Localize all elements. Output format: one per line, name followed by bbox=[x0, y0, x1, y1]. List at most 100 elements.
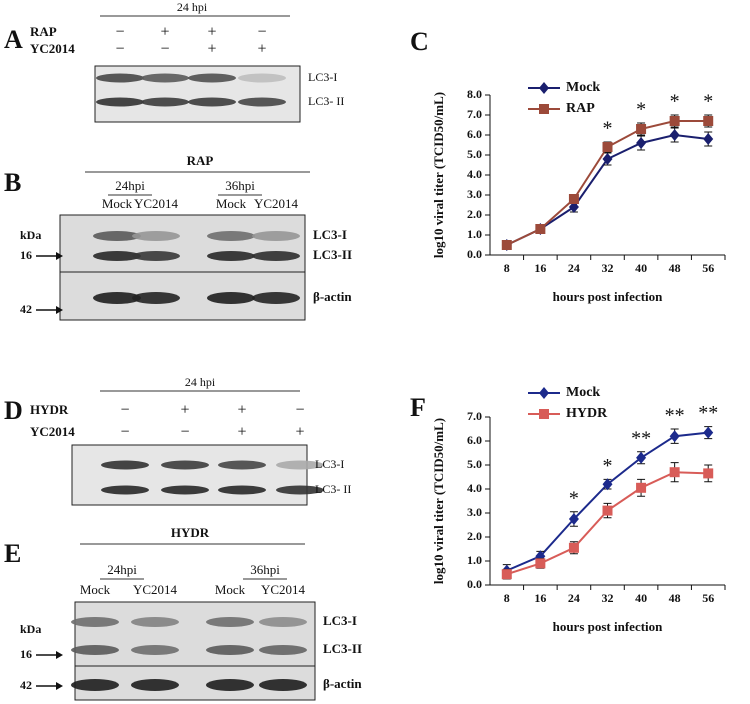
lane-label: Mock bbox=[80, 582, 111, 597]
blot-band bbox=[141, 97, 189, 107]
significance-mark: * bbox=[636, 99, 646, 121]
x-tick-label: 48 bbox=[669, 261, 681, 275]
sign: + bbox=[237, 424, 246, 441]
significance-mark: ** bbox=[665, 405, 685, 427]
panel-header: RAP bbox=[187, 153, 214, 168]
y-tick-label: 2.0 bbox=[467, 529, 482, 543]
y-tick-label: 0.0 bbox=[467, 247, 482, 261]
blot-band bbox=[252, 251, 300, 261]
blot-band bbox=[101, 485, 149, 495]
blot-band bbox=[238, 73, 286, 83]
point bbox=[636, 451, 647, 464]
blot-band bbox=[132, 231, 180, 241]
x-tick-label: 8 bbox=[504, 591, 510, 605]
x-tick-label: 48 bbox=[669, 591, 681, 605]
point bbox=[703, 133, 714, 145]
blot bbox=[71, 444, 308, 506]
point bbox=[636, 137, 647, 149]
legend-label: Mock bbox=[566, 385, 600, 400]
band-label: LC3-I bbox=[323, 613, 357, 628]
blot-band bbox=[96, 73, 144, 83]
y-tick-label: 7.0 bbox=[467, 409, 482, 423]
point bbox=[703, 116, 714, 126]
blot-band bbox=[132, 251, 180, 261]
point bbox=[501, 240, 512, 250]
band-label: LC3-I bbox=[308, 70, 337, 84]
panel-header: HYDR bbox=[171, 525, 210, 540]
panel-letter: C bbox=[410, 27, 429, 56]
x-tick-label: 32 bbox=[602, 261, 614, 275]
y-tick-label: 2.0 bbox=[467, 207, 482, 221]
point bbox=[636, 124, 647, 134]
y-tick-label: 3.0 bbox=[467, 505, 482, 519]
row-label: HYDR bbox=[30, 402, 69, 417]
sign: + bbox=[257, 41, 266, 58]
panel-letter: F bbox=[410, 393, 426, 422]
time-label: 24hpi bbox=[107, 562, 137, 577]
point bbox=[669, 430, 680, 443]
x-axis-label: hours post infection bbox=[553, 619, 664, 634]
significance-mark: * bbox=[569, 487, 579, 509]
point bbox=[568, 194, 579, 204]
y-tick-label: 4.0 bbox=[467, 167, 482, 181]
blot-band bbox=[161, 485, 209, 495]
sign: − bbox=[160, 41, 169, 58]
x-tick-label: 40 bbox=[635, 591, 647, 605]
x-tick-label: 32 bbox=[602, 591, 614, 605]
blot-band bbox=[259, 617, 307, 627]
y-axis-label: log10 viral titer (TCID50/mL) bbox=[431, 418, 446, 584]
band-label: LC3- II bbox=[315, 482, 351, 496]
legend-marker bbox=[539, 409, 549, 419]
panel-letter: D bbox=[4, 396, 23, 425]
marker-label: 16 bbox=[20, 647, 32, 661]
sign: + bbox=[207, 41, 216, 58]
band-label: β-actin bbox=[323, 676, 362, 691]
lane-label: Mock bbox=[216, 196, 247, 211]
point bbox=[669, 467, 680, 478]
point bbox=[703, 426, 714, 439]
panel-header: 24 hpi bbox=[177, 0, 208, 14]
sign: + bbox=[207, 24, 216, 41]
sign: − bbox=[115, 41, 124, 58]
blot-band bbox=[71, 645, 119, 655]
x-axis-label: hours post infection bbox=[553, 289, 664, 304]
blot-band bbox=[218, 460, 266, 470]
legend-label: RAP bbox=[566, 101, 595, 116]
point bbox=[535, 224, 546, 234]
panel-letter: B bbox=[4, 168, 21, 197]
time-label: 36hpi bbox=[250, 562, 280, 577]
point bbox=[602, 505, 613, 516]
blot-band bbox=[252, 231, 300, 241]
sign: + bbox=[160, 24, 169, 41]
y-axis-label: log10 viral titer (TCID50/mL) bbox=[431, 92, 446, 258]
x-tick-label: 40 bbox=[635, 261, 647, 275]
blot-band bbox=[207, 292, 255, 304]
panel-header: 24 hpi bbox=[185, 375, 216, 389]
x-tick-label: 16 bbox=[534, 591, 546, 605]
sign: + bbox=[237, 402, 246, 419]
blot-band bbox=[188, 97, 236, 107]
x-tick-label: 24 bbox=[568, 591, 580, 605]
significance-mark: * bbox=[703, 91, 713, 113]
blot-band bbox=[206, 617, 254, 627]
panel-letter: A bbox=[4, 25, 23, 54]
blot-band bbox=[218, 485, 266, 495]
lane-label: YC2014 bbox=[133, 582, 178, 597]
blot bbox=[59, 214, 306, 321]
band-label: LC3-I bbox=[315, 457, 344, 471]
blot-band bbox=[276, 485, 324, 495]
x-tick-label: 56 bbox=[702, 261, 714, 275]
blot-band bbox=[259, 645, 307, 655]
lane-label: Mock bbox=[215, 582, 246, 597]
arrow-head bbox=[56, 682, 63, 690]
y-tick-label: 6.0 bbox=[467, 127, 482, 141]
point bbox=[602, 478, 613, 491]
point bbox=[602, 142, 613, 152]
marker-label: 42 bbox=[20, 302, 32, 316]
blot-band bbox=[188, 73, 236, 83]
sign: − bbox=[120, 424, 129, 441]
marker-label: 16 bbox=[20, 248, 32, 262]
point bbox=[669, 129, 680, 141]
point bbox=[568, 542, 579, 553]
